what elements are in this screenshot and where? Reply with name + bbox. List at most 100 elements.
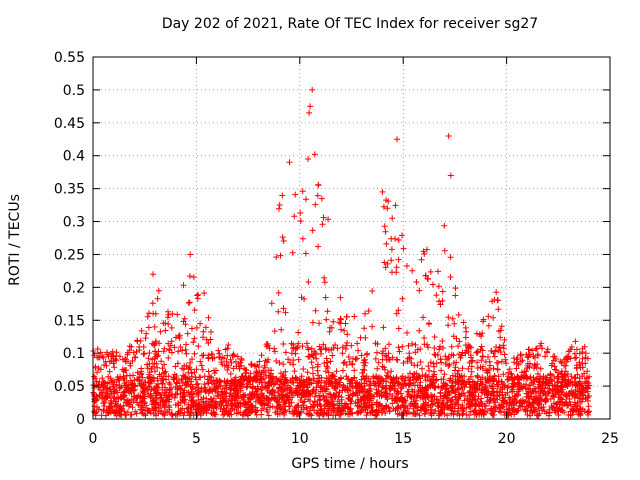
data-point [266, 372, 273, 379]
data-point [382, 352, 389, 359]
data-point [268, 367, 275, 374]
data-point [330, 318, 337, 325]
data-point [316, 320, 323, 327]
data-point [438, 367, 445, 374]
data-point [456, 338, 463, 345]
data-point [463, 328, 470, 335]
data-point [384, 205, 391, 212]
data-point [245, 380, 251, 387]
data-point [403, 410, 410, 417]
data-point [383, 197, 389, 204]
data-point [544, 348, 550, 355]
data-point [579, 355, 586, 362]
data-point [256, 379, 263, 386]
data-point [541, 408, 548, 415]
data-point [286, 408, 293, 415]
y-tick-label: 0.15 [54, 313, 85, 329]
data-point [305, 279, 312, 285]
x-axis-label: GPS time / hours [291, 456, 409, 472]
data-point [130, 349, 137, 356]
data-point [416, 287, 423, 294]
data-point [558, 359, 565, 366]
data-point [125, 349, 131, 356]
data-point [422, 372, 429, 378]
data-point [251, 374, 258, 380]
data-point [107, 386, 114, 392]
data-point [485, 354, 491, 360]
data-point [361, 383, 368, 389]
data-point [240, 401, 247, 408]
data-point [366, 392, 373, 399]
data-point [295, 329, 302, 336]
data-point [138, 406, 145, 413]
data-point [535, 405, 542, 412]
data-point [503, 360, 509, 367]
data-point [329, 352, 336, 359]
data-point [110, 395, 117, 402]
data-point [395, 256, 402, 263]
data-point [207, 336, 214, 343]
data-point [384, 396, 391, 403]
data-point [386, 408, 393, 415]
data-point [323, 394, 330, 401]
data-point [258, 352, 265, 359]
x-tick-label: 10 [291, 431, 309, 447]
data-point [209, 351, 216, 358]
data-point [154, 384, 161, 391]
data-point [400, 403, 407, 410]
data-point [508, 371, 515, 378]
data-point [382, 264, 389, 271]
data-point [152, 368, 158, 375]
data-point [103, 394, 110, 401]
data-point [429, 281, 436, 288]
data-point [405, 342, 412, 349]
data-point [374, 341, 381, 347]
data-point [141, 400, 148, 407]
data-point [252, 377, 259, 384]
data-point [414, 404, 421, 411]
data-point [526, 346, 532, 353]
x-tick-label: 5 [192, 431, 201, 447]
data-point [394, 394, 401, 401]
data-point [211, 411, 218, 418]
data-point [395, 325, 402, 332]
data-point [187, 359, 194, 366]
data-point [230, 351, 237, 358]
data-point [447, 254, 454, 261]
data-point [174, 311, 181, 318]
data-point [365, 399, 372, 406]
data-point [220, 391, 227, 398]
data-point [299, 343, 306, 350]
data-point [486, 396, 493, 403]
data-point [341, 327, 348, 334]
data-point [281, 409, 288, 416]
data-point [394, 380, 401, 387]
data-point [97, 366, 104, 373]
data-point [404, 329, 410, 336]
data-point [446, 389, 453, 396]
data-point [410, 374, 417, 381]
data-point [388, 246, 395, 253]
y-axis-label: ROTI / TECUs [7, 194, 23, 286]
data-point [218, 359, 225, 366]
data-point [530, 381, 537, 388]
data-point [366, 381, 373, 388]
data-point [194, 295, 201, 302]
data-point [501, 336, 508, 343]
data-point [151, 323, 158, 330]
data-point [159, 365, 166, 372]
data-point [479, 365, 486, 372]
data-point [151, 360, 158, 367]
data-point [152, 348, 159, 355]
data-point [227, 370, 234, 377]
data-point [459, 411, 466, 418]
data-point [158, 358, 165, 365]
data-point [576, 359, 583, 366]
data-point [439, 397, 446, 404]
y-tick-label: 0.1 [63, 346, 85, 362]
data-point [550, 353, 557, 360]
data-point [180, 412, 187, 419]
data-point [488, 347, 495, 354]
data-point [280, 238, 287, 244]
data-point [230, 365, 237, 372]
